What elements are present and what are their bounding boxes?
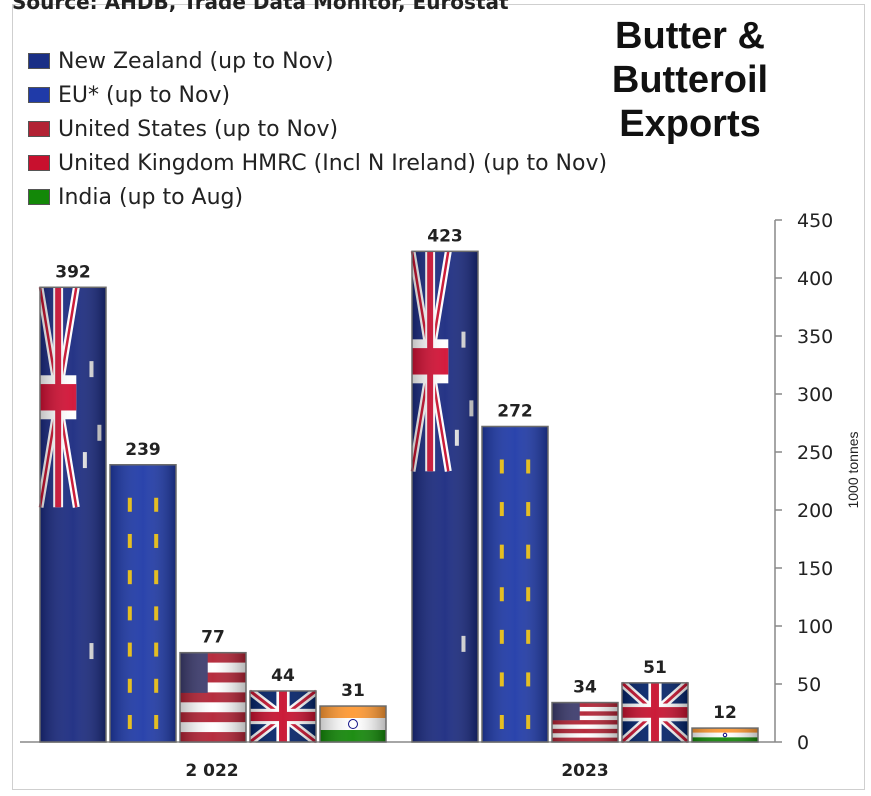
data-label-new-zealand-1: 392 [55, 262, 91, 282]
chart-title: Butter & Butteroil Exports [545, 14, 835, 146]
legend-swatch-new-zealand [28, 53, 50, 69]
y-tick-label: 450 [797, 210, 833, 232]
legend-swatch-eu [28, 87, 50, 103]
data-label-united-kingdom-2: 51 [643, 658, 667, 678]
legend-label-united-kingdom: United Kingdom HMRC (Incl N Ireland) (up… [58, 150, 608, 176]
source-text: Source: AHDB, Trade Data Monitor, Eurost… [12, 0, 509, 14]
legend-label-new-zealand: New Zealand (up to Nov) [58, 48, 334, 74]
bar-new-zealand-1 [36, 286, 107, 743]
data-label-united-kingdom-1: 44 [271, 666, 295, 686]
data-label-new-zealand-2: 423 [427, 226, 463, 246]
bar-united-states-1 [179, 651, 247, 743]
y-tick-label: 150 [797, 558, 833, 580]
bar-united-kingdom-2 [619, 679, 691, 745]
legend-label-united-states: United States (up to Nov) [58, 116, 339, 142]
y-tick-label: 0 [797, 732, 809, 754]
legend: New Zealand (up to Nov) EU* (up to Nov) … [28, 44, 607, 214]
y-tick-label: 350 [797, 326, 833, 348]
legend-swatch-united-kingdom [28, 155, 50, 171]
y-tick-label: 50 [797, 674, 821, 696]
data-labels: 392 239 77 44 31 423 272 34 51 12 [55, 226, 737, 723]
legend-swatch-india [28, 189, 50, 205]
x-axis-labels: 2 022 2023 [185, 761, 608, 781]
bar-india-1 [319, 705, 387, 743]
x-tick-label: 2 022 [185, 761, 238, 781]
data-label-eu-1: 239 [125, 440, 161, 460]
legend-swatch-united-states [28, 121, 50, 137]
bar-new-zealand-2 [408, 250, 479, 743]
legend-item-united-states: United States (up to Nov) [28, 112, 607, 146]
y-tick-label: 250 [797, 442, 833, 464]
bar-india-2 [691, 727, 759, 743]
legend-item-new-zealand: New Zealand (up to Nov) [28, 44, 607, 78]
y-tick-label: 200 [797, 500, 833, 522]
bar-united-states-2 [551, 701, 619, 743]
data-label-eu-2: 272 [497, 401, 533, 421]
bars [36, 250, 759, 746]
data-label-united-states-1: 77 [201, 628, 225, 648]
y-tick-label: 400 [797, 268, 833, 290]
title-line-2: Butteroil [611, 59, 769, 101]
bar-eu-2 [481, 425, 549, 743]
legend-item-india: India (up to Aug) [28, 180, 607, 214]
data-label-india-2: 12 [713, 703, 737, 723]
y-tick-label: 100 [797, 616, 833, 638]
title-line-1: Butter & [615, 15, 765, 57]
legend-label-india: India (up to Aug) [58, 184, 244, 210]
legend-item-united-kingdom: United Kingdom HMRC (Incl N Ireland) (up… [28, 146, 607, 180]
title-line-3: Exports [619, 103, 761, 145]
y-axis: 0 50 100 150 200 250 300 350 400 450 1000 tonnes [20, 210, 861, 754]
y-axis-label: 1000 tonnes [845, 431, 861, 508]
data-label-united-states-2: 34 [573, 678, 597, 698]
bar-united-kingdom-1 [247, 687, 319, 746]
x-tick-label: 2023 [561, 761, 608, 781]
data-label-india-1: 31 [341, 681, 365, 701]
y-tick-label: 300 [797, 384, 833, 406]
legend-item-eu: EU* (up to Nov) [28, 78, 607, 112]
legend-label-eu: EU* (up to Nov) [58, 82, 231, 108]
bar-eu-1 [109, 464, 177, 743]
